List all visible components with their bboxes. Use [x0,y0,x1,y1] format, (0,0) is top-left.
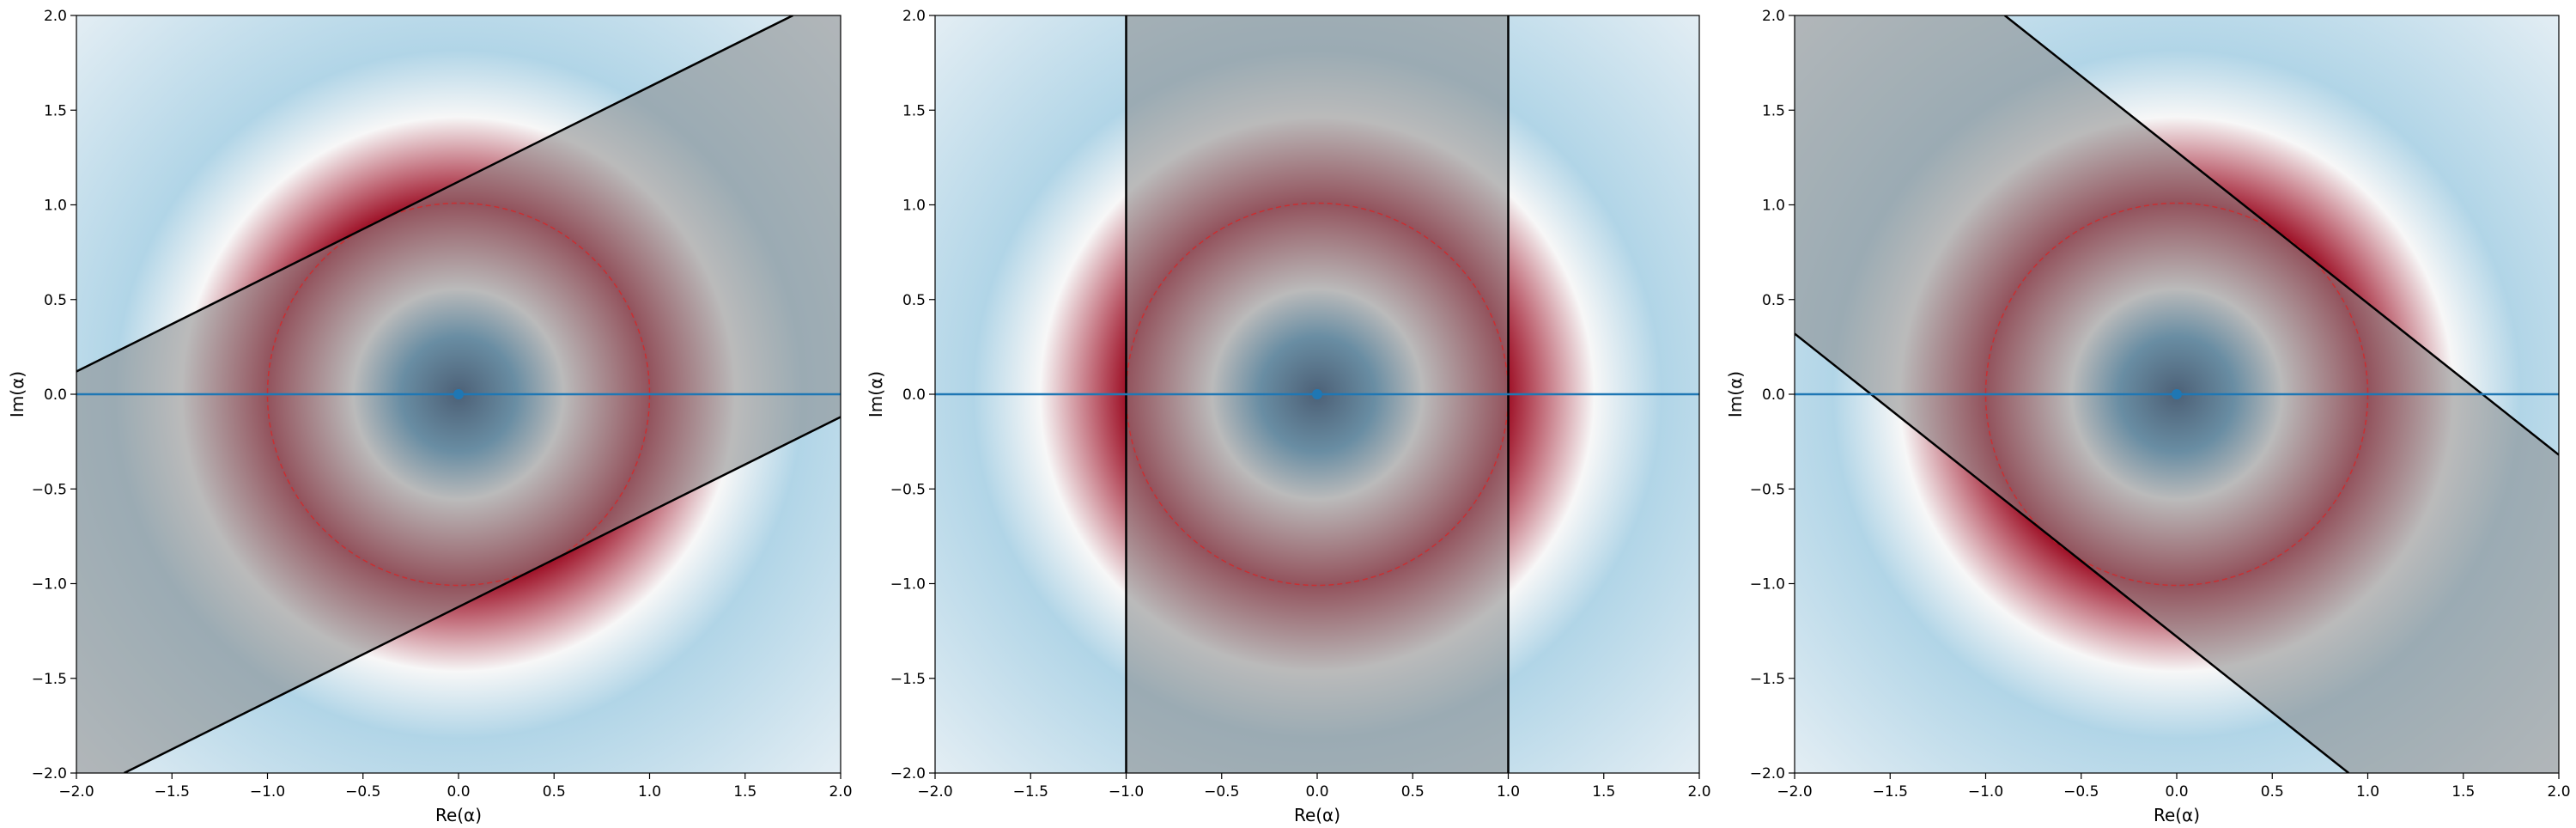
band-boundary-line-2 [124,416,841,773]
y-tick-label: 2.0 [1762,8,1785,25]
x-tick-label: 2.0 [1687,783,1710,801]
y-tick-label: 1.0 [1762,198,1785,215]
x-tick-label: −2.0 [1777,783,1812,801]
x-tick-label: 0.0 [447,783,470,801]
y-tick-label: −1.5 [32,671,67,688]
origin-point [1312,389,1322,399]
y-tick-label: −0.5 [890,481,926,498]
x-tick-label: −0.5 [1204,783,1239,801]
x-axis-label: Re(α) [2154,805,2200,825]
y-tick-label: −2.0 [32,765,67,782]
y-tick-label: −2.0 [1750,765,1785,782]
chart-panel-3: −2.0 −1.5 −1.0 −0.5 0.0 0.5 1.0 1.5 2.0 −2.0 −1.5 −… [1725,8,2571,825]
y-tick-label: 1.5 [44,102,67,119]
y-tick-label: −1.5 [1750,671,1785,688]
y-tick-label: −2.0 [890,765,926,782]
band-boundary-line-1 [2003,15,2559,456]
y-tick-label: −1.0 [890,576,926,594]
y-tick-label: −1.0 [1750,576,1785,594]
origin-point [2172,389,2182,399]
x-tick-label: −2.0 [58,783,94,801]
x-tick-label: 0.0 [2165,783,2188,801]
x-tick-label: 1.0 [1497,783,1520,801]
y-axis-label: Im(α) [7,371,27,417]
y-tick-label: 0.0 [44,387,67,404]
x-tick-label: −1.0 [250,783,285,801]
origin-point [453,389,464,399]
x-tick-label: −1.5 [155,783,190,801]
x-tick-label: 1.5 [1592,783,1615,801]
band-boundary-line-1 [76,15,793,373]
x-axis-label: Re(α) [1294,805,1340,825]
y-axis-label: Im(α) [866,371,886,417]
x-tick-label: 2.0 [829,783,852,801]
x-tick-label: −0.5 [2063,783,2099,801]
y-tick-label: 1.5 [1762,102,1785,119]
x-tick-label: 0.0 [1305,783,1328,801]
x-tick-label: −2.0 [917,783,952,801]
y-tick-label: 1.0 [44,198,67,215]
y-tick-label: 0.5 [1762,292,1785,309]
y-tick-label: 0.0 [902,387,926,404]
x-tick-label: 0.5 [2261,783,2284,801]
x-tick-label: 1.5 [733,783,756,801]
x-tick-label: 0.5 [543,783,566,801]
y-tick-label: 0.0 [1762,387,1785,404]
y-tick-label: 2.0 [44,8,67,25]
x-axis-label: Re(α) [435,805,482,825]
x-tick-label: 0.5 [1401,783,1425,801]
y-tick-label: −0.5 [32,481,67,498]
y-tick-label: −0.5 [1750,481,1785,498]
y-tick-label: 0.5 [44,292,67,309]
x-tick-label: 2.0 [2547,783,2570,801]
y-tick-label: 1.5 [902,102,926,119]
x-tick-label: −1.5 [1873,783,1908,801]
chart-panel-1: −2.0 −1.5 −1.0 −0.5 0.0 0.5 1.0 1.5 2.0 −2.0 −1.5 −… [7,8,853,825]
y-tick-label: 2.0 [902,8,926,25]
x-tick-label: −0.5 [345,783,380,801]
x-tick-label: −1.0 [1968,783,2003,801]
y-tick-label: 0.5 [902,292,926,309]
x-tick-label: −1.0 [1109,783,1144,801]
y-tick-label: 1.0 [902,198,926,215]
y-tick-label: −1.5 [890,671,926,688]
x-tick-label: 1.5 [2451,783,2475,801]
y-axis-label: Im(α) [1725,371,1746,417]
x-tick-label: −1.5 [1013,783,1048,801]
x-tick-label: 1.0 [2356,783,2379,801]
chart-panel-2: −2.0 −1.5 −1.0 −0.5 0.0 0.5 1.0 1.5 2.0 −2.0 −1.5 −… [866,8,1711,825]
x-tick-label: 1.0 [638,783,661,801]
y-tick-label: −1.0 [32,576,67,594]
band-boundary-line-2 [1795,332,2350,773]
